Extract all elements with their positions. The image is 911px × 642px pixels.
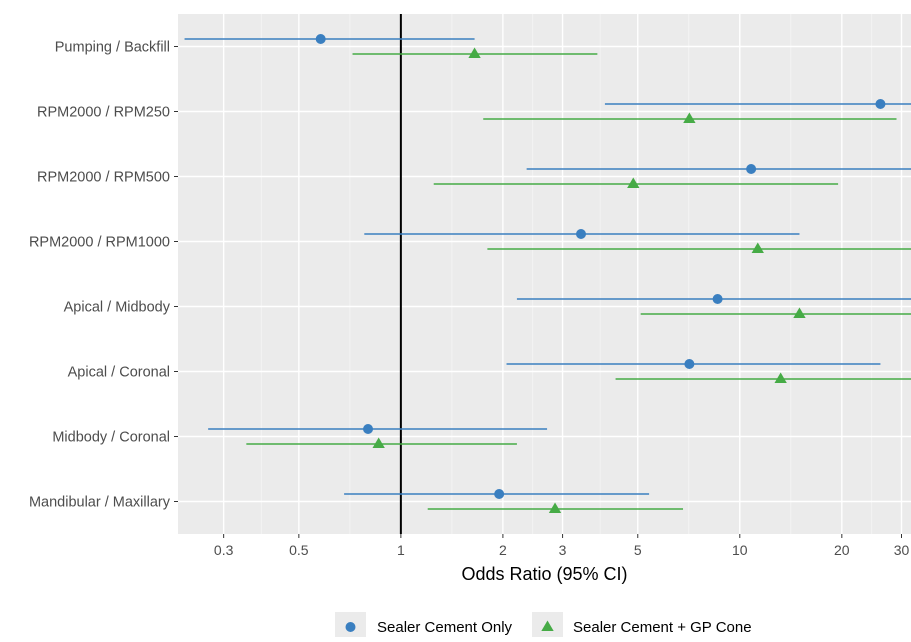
estimate-point: [372, 437, 385, 449]
estimate-point: [363, 424, 374, 434]
x-tick-label: 0.3: [214, 542, 234, 558]
x-tick-label: 2: [499, 542, 507, 558]
x-tick-label: 5: [634, 542, 642, 558]
estimate-point: [315, 34, 326, 44]
y-tick-label: Apical / Coronal: [68, 365, 170, 381]
estimate-point: [548, 502, 562, 514]
estimate-point: [746, 164, 757, 174]
estimate-point: [875, 99, 886, 109]
estimate-point: [712, 294, 723, 304]
x-tick-label: 1: [397, 542, 405, 558]
estimate-point: [793, 307, 806, 319]
legend-marker: [345, 622, 356, 632]
estimate-point: [494, 489, 505, 499]
legend-label: Sealer Cement + GP Cone: [573, 619, 752, 636]
estimate-point: [683, 112, 696, 124]
y-tick-label: Mandibular / Maxillary: [29, 495, 171, 511]
x-tick-label: 10: [732, 542, 748, 558]
x-tick-label: 3: [559, 542, 567, 558]
y-tick-label: RPM2000 / RPM500: [37, 170, 170, 186]
estimate-point: [751, 242, 764, 254]
y-tick-label: Pumping / Backfill: [55, 40, 170, 56]
estimate-point: [575, 229, 586, 239]
y-tick-label: RPM2000 / RPM1000: [29, 235, 170, 251]
x-tick-label: 20: [834, 542, 850, 558]
plot-panel: [178, 14, 911, 534]
y-tick-label: Midbody / Coronal: [52, 430, 170, 446]
estimate-point: [468, 47, 481, 59]
y-tick-label: RPM2000 / RPM250: [37, 105, 170, 121]
y-tick-label: Apical / Midbody: [64, 300, 171, 316]
x-tick-label: 0.5: [289, 542, 309, 558]
x-axis-title: Odds Ratio (95% CI): [461, 564, 627, 584]
x-tick-label: 30: [894, 542, 910, 558]
estimate-point: [774, 372, 787, 384]
legend-label: Sealer Cement Only: [377, 619, 513, 636]
estimate-point: [627, 177, 640, 189]
legend-marker: [541, 620, 554, 632]
estimate-point: [684, 359, 695, 369]
